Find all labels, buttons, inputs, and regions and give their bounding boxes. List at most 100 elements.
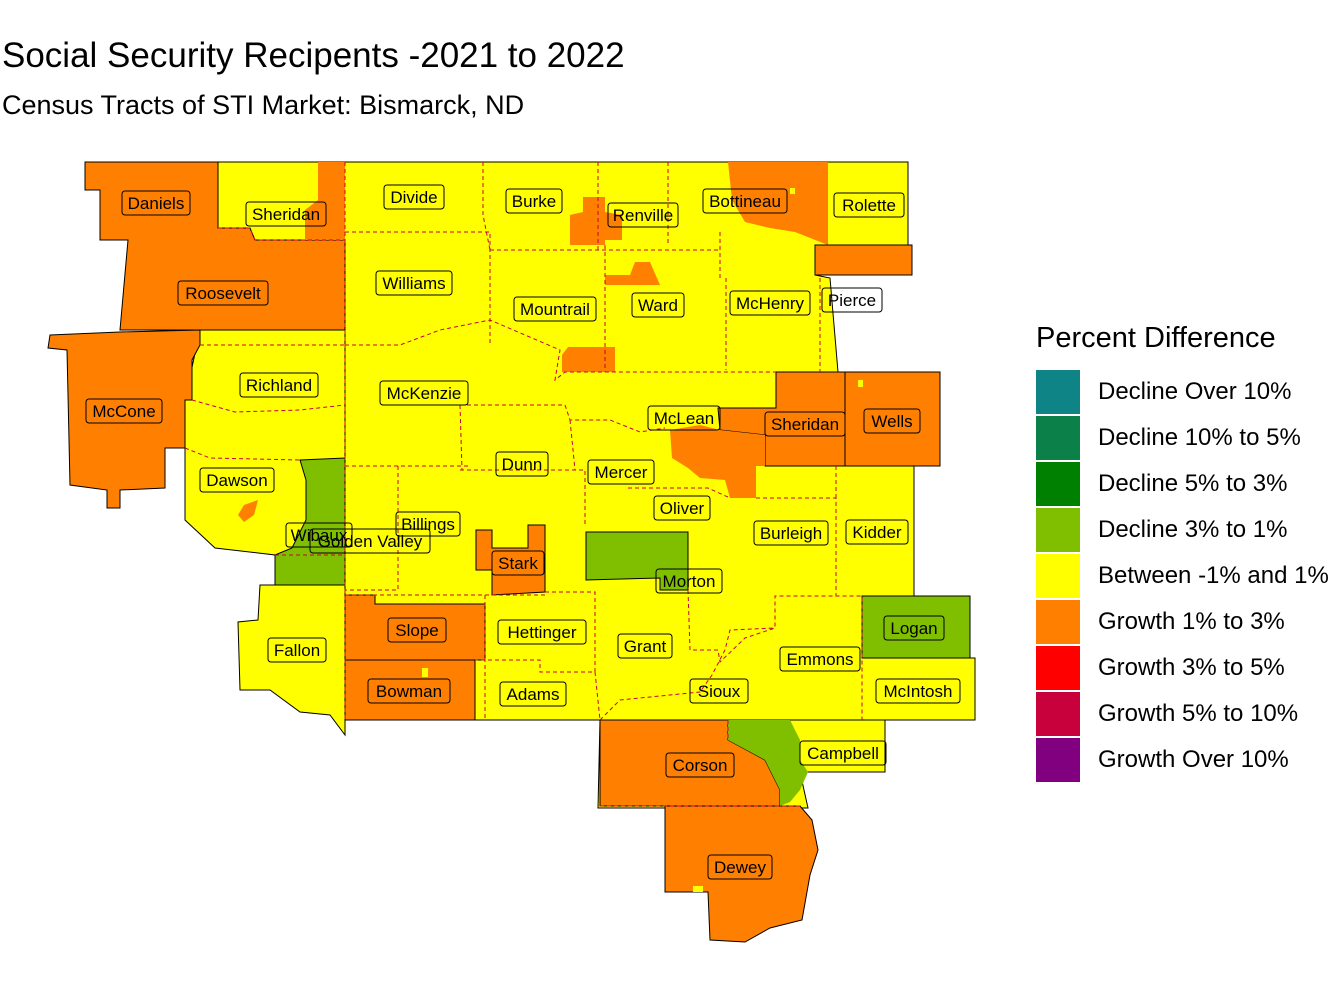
- svg-text:Rolette: Rolette: [842, 196, 896, 215]
- svg-text:Roosevelt: Roosevelt: [185, 284, 261, 303]
- svg-text:McLean: McLean: [654, 409, 714, 428]
- legend-item: Decline 5% to 3%: [1036, 461, 1344, 507]
- county-label-divide: Divide: [383, 184, 445, 210]
- legend-swatch: [1036, 462, 1080, 506]
- region-dawson-spot: [238, 500, 258, 522]
- svg-text:Ward: Ward: [638, 296, 678, 315]
- svg-text:Bowman: Bowman: [376, 682, 442, 701]
- county-label-sioux: Sioux: [689, 678, 749, 704]
- legend-label: Decline 5% to 3%: [1098, 470, 1288, 497]
- choropleth-map: Daniels Sheridan Roosevelt McCone Richla…: [47, 161, 976, 943]
- legend-item: Decline Over 10%: [1036, 369, 1344, 415]
- svg-text:Kidder: Kidder: [852, 523, 901, 542]
- county-label-pierce: Pierce: [821, 287, 883, 313]
- legend-swatch: [1036, 600, 1080, 644]
- svg-text:Wibaux: Wibaux: [291, 526, 348, 545]
- map-regions: [47, 161, 976, 943]
- county-label-corson: Corson: [665, 752, 735, 778]
- svg-text:Logan: Logan: [890, 619, 937, 638]
- svg-text:Wells: Wells: [871, 412, 912, 431]
- region-sheridan-mt-east: [305, 162, 345, 240]
- legend-swatch: [1036, 508, 1080, 552]
- svg-text:Slope: Slope: [395, 621, 438, 640]
- county-label-logan: Logan: [883, 615, 945, 641]
- county-label-mccone: McCone: [85, 398, 163, 424]
- county-label-kidder: Kidder: [845, 519, 909, 545]
- county-label-roosevelt: Roosevelt: [177, 280, 269, 306]
- svg-text:Corson: Corson: [673, 756, 728, 775]
- county-label-dawson: Dawson: [199, 467, 275, 493]
- boundary-south: [345, 466, 863, 721]
- county-label-rolette: Rolette: [833, 192, 905, 218]
- region-pierce-north: [814, 244, 913, 276]
- legend-label: Growth 3% to 5%: [1098, 654, 1285, 681]
- svg-text:Williams: Williams: [382, 274, 445, 293]
- county-label-sheridan-mt: Sheridan: [245, 201, 327, 227]
- county-label-fallon: Fallon: [267, 637, 327, 663]
- svg-text:Billings: Billings: [401, 515, 455, 534]
- svg-text:Richland: Richland: [246, 376, 312, 395]
- county-label-campbell: Campbell: [799, 740, 887, 766]
- svg-text:Pierce: Pierce: [828, 291, 876, 310]
- region-renville-west: [570, 197, 660, 285]
- county-label-burke: Burke: [505, 188, 563, 214]
- region-campbell-west: [728, 720, 808, 806]
- svg-text:Divide: Divide: [390, 188, 437, 207]
- svg-text:Oliver: Oliver: [660, 499, 705, 518]
- county-label-sheridan-nd: Sheridan: [764, 411, 846, 437]
- county-label-burleigh: Burleigh: [753, 520, 829, 546]
- county-label-williams: Williams: [375, 270, 453, 296]
- svg-text:Emmons: Emmons: [786, 650, 853, 669]
- county-label-mckenzie: McKenzie: [379, 380, 469, 406]
- svg-text:Sheridan: Sheridan: [252, 205, 320, 224]
- county-label-mcintosh: McIntosh: [875, 678, 961, 704]
- svg-text:Renville: Renville: [613, 206, 673, 225]
- svg-text:Grant: Grant: [624, 637, 667, 656]
- boundary-river: [599, 627, 776, 721]
- svg-text:Fallon: Fallon: [274, 641, 320, 660]
- county-label-mchenry: McHenry: [729, 290, 811, 316]
- region-bottineau-spot: [790, 188, 795, 194]
- boundary-mt-inner: [184, 227, 470, 591]
- region-ward-south: [562, 347, 615, 372]
- svg-text:Dunn: Dunn: [502, 455, 543, 474]
- legend-label: Growth Over 10%: [1098, 746, 1289, 773]
- county-label-golden-valley: Golden Valley: [309, 528, 431, 554]
- region-mccone: [47, 329, 201, 509]
- legend-item: Decline 10% to 5%: [1036, 415, 1344, 461]
- legend-label: Decline 10% to 5%: [1098, 424, 1301, 451]
- county-label-wells: Wells: [863, 408, 921, 434]
- county-label-mclean: McLean: [647, 405, 721, 431]
- region-wells-spot: [858, 380, 863, 387]
- county-label-mountrail: Mountrail: [513, 296, 597, 322]
- legend-swatch: [1036, 416, 1080, 460]
- map-subtitle: Census Tracts of STI Market: Bismarck, N…: [2, 90, 525, 120]
- boundary-sd: [600, 720, 800, 807]
- svg-text:Morton: Morton: [663, 572, 716, 591]
- region-base-fallon: [237, 584, 346, 737]
- legend-item: Growth 3% to 5%: [1036, 645, 1344, 691]
- svg-text:Sheridan: Sheridan: [771, 415, 839, 434]
- tract-boundaries: [184, 162, 863, 807]
- county-label-ward: Ward: [631, 292, 685, 318]
- legend-title: Percent Difference: [1036, 322, 1276, 354]
- legend-item: Growth Over 10%: [1036, 737, 1344, 783]
- legend-swatch: [1036, 738, 1080, 782]
- svg-text:Burke: Burke: [512, 192, 556, 211]
- region-dewey-spot: [693, 886, 703, 892]
- legend-swatch: [1036, 554, 1080, 598]
- county-label-richland: Richland: [239, 372, 319, 398]
- svg-text:Golden Valley: Golden Valley: [318, 532, 423, 551]
- county-label-oliver: Oliver: [653, 495, 711, 521]
- svg-text:Dawson: Dawson: [206, 471, 267, 490]
- county-label-dunn: Dunn: [495, 451, 549, 477]
- legend-item: Decline 3% to 1%: [1036, 507, 1344, 553]
- legend-item: Growth 1% to 3%: [1036, 599, 1344, 645]
- county-label-dewey: Dewey: [707, 854, 773, 880]
- region-mclean-east: [670, 425, 765, 498]
- svg-text:Burleigh: Burleigh: [760, 524, 822, 543]
- legend-item: Growth 5% to 10%: [1036, 691, 1344, 737]
- region-logan: [861, 595, 971, 659]
- county-label-morton: Morton: [655, 568, 723, 594]
- svg-text:McKenzie: McKenzie: [387, 384, 462, 403]
